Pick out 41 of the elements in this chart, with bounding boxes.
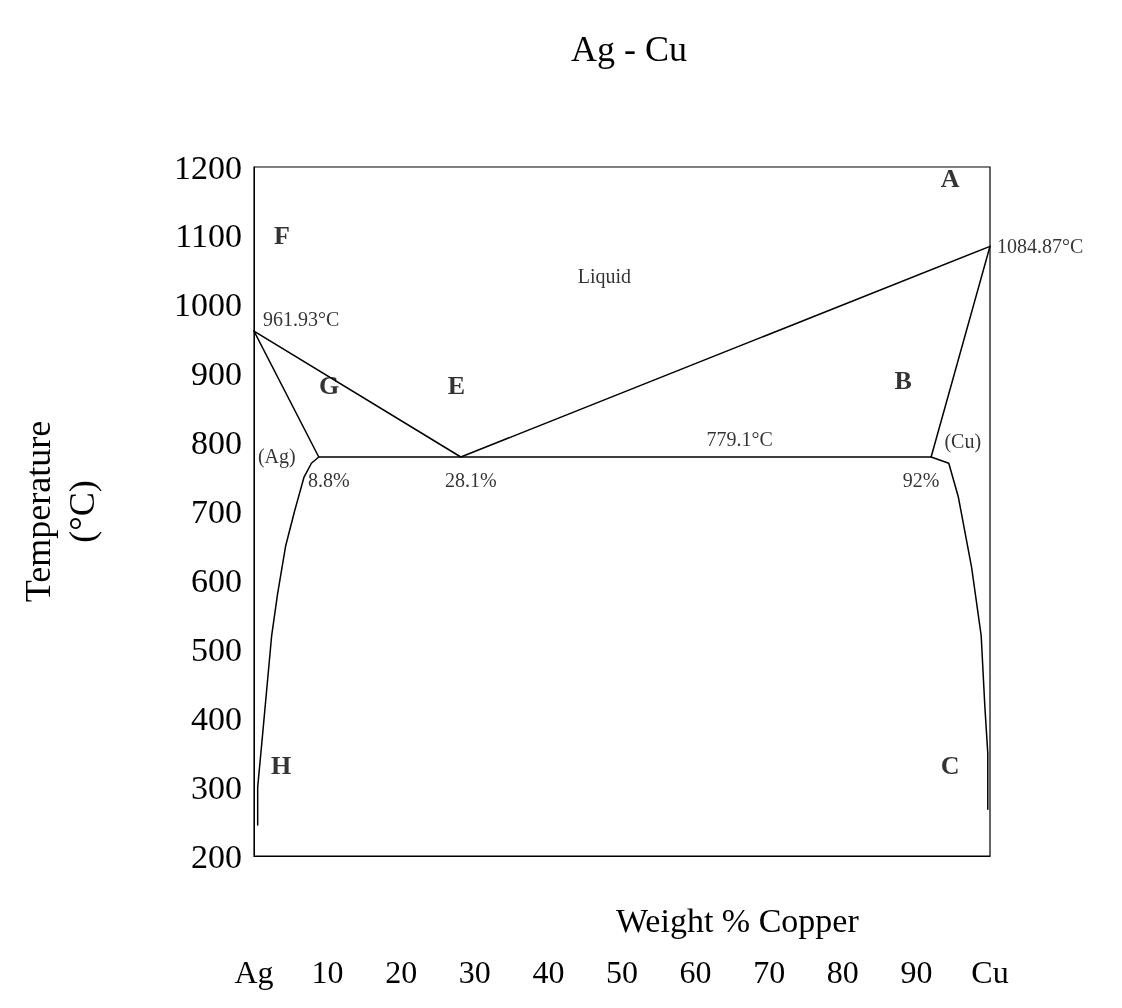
x-tick-label: 60 <box>679 954 712 990</box>
y-tick-label: 1000 <box>174 286 242 324</box>
y-tick-label: 900 <box>191 355 242 393</box>
annotation: 961.93°C <box>263 308 340 331</box>
annotation: A <box>940 164 960 194</box>
x-tick-label: 90 <box>900 954 933 990</box>
x-axis-title: Weight % Copper <box>616 901 860 939</box>
annotation: (Cu) <box>944 430 982 454</box>
x-tick-label: 80 <box>826 954 859 990</box>
x-tick-label: 20 <box>385 954 418 990</box>
annotation: 779.1°C <box>706 428 773 451</box>
chart-title: Ag - Cu <box>571 29 687 69</box>
annotation: 28.1% <box>444 469 497 491</box>
annotation: 1084.87°C <box>997 235 1084 258</box>
y-tick-label: 400 <box>191 699 242 737</box>
x-tick-label: 40 <box>532 954 565 990</box>
y-tick-label: 200 <box>191 837 242 875</box>
annotation: C <box>940 751 960 781</box>
y-tick-label: 1200 <box>174 148 242 186</box>
annotation: E <box>447 370 466 400</box>
annotation: H <box>271 751 292 781</box>
y-tick-label: 700 <box>191 493 242 530</box>
annotation: (Ag) <box>257 444 296 468</box>
y-tick-label: 500 <box>191 630 242 668</box>
x-tick-label: 30 <box>458 954 491 990</box>
y-tick-label: 300 <box>191 768 242 806</box>
y-tick-label: 1100 <box>175 217 242 255</box>
x-tick-label: Cu <box>971 954 1009 990</box>
y-tick-label: 800 <box>191 424 242 462</box>
x-tick-label: 50 <box>606 954 638 990</box>
x-tick-label: Ag <box>234 954 274 990</box>
annotation: 8.8% <box>307 469 350 491</box>
y-tick-label: 600 <box>191 561 242 599</box>
annotation: 92% <box>902 469 940 491</box>
annotation: Liquid <box>577 264 632 288</box>
y-axis-title: Temperature (°C) <box>18 420 102 603</box>
annotation: G <box>318 370 340 400</box>
x-tick-label: 70 <box>753 954 786 990</box>
annotation: F <box>274 221 290 251</box>
x-tick-label: 10 <box>311 954 344 990</box>
annotation: B <box>894 366 912 396</box>
